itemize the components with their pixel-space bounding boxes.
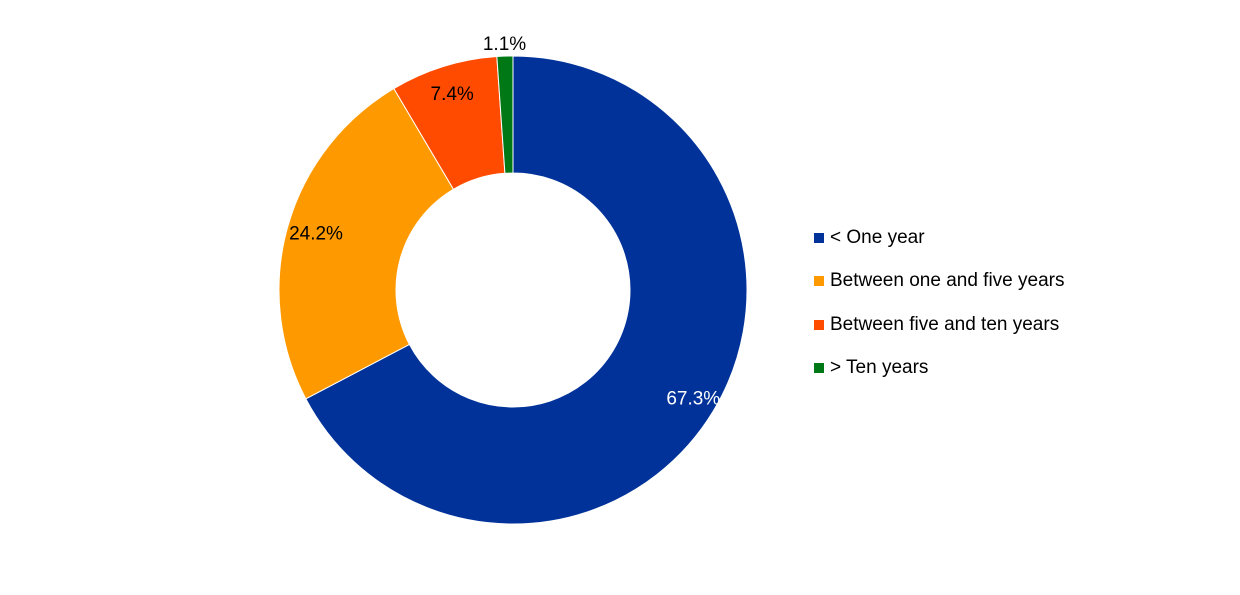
legend-label: Between five and ten years [830, 313, 1060, 335]
legend-swatch [814, 232, 824, 243]
donut-data-labels: 67.3% 24.2% 7.4% 1.1% [289, 34, 720, 409]
donut-slices [278, 55, 748, 525]
donut-slice-1 [305, 55, 748, 525]
legend-item-3: Between five and ten years [814, 303, 1065, 347]
legend-swatch [814, 319, 824, 330]
data-label-1: 67.3% [666, 388, 720, 409]
legend: < One year Between one and five years Betw… [814, 216, 1065, 390]
data-label-2: 24.2% [289, 224, 343, 245]
donut-slice-4 [496, 55, 514, 174]
legend-label: Between one and five years [830, 270, 1065, 292]
data-label-3: 7.4% [431, 84, 474, 105]
data-label-4: 1.1% [483, 34, 526, 55]
legend-label: > Ten years [830, 357, 929, 379]
legend-item-4: > Ten years [814, 347, 1065, 391]
legend-item-1: < One year [814, 216, 1065, 260]
legend-item-2: Between one and five years [814, 260, 1065, 304]
legend-label: < One year [830, 226, 925, 248]
legend-swatch [814, 276, 824, 287]
donut-slice-2 [278, 87, 455, 400]
legend-swatch [814, 363, 824, 374]
